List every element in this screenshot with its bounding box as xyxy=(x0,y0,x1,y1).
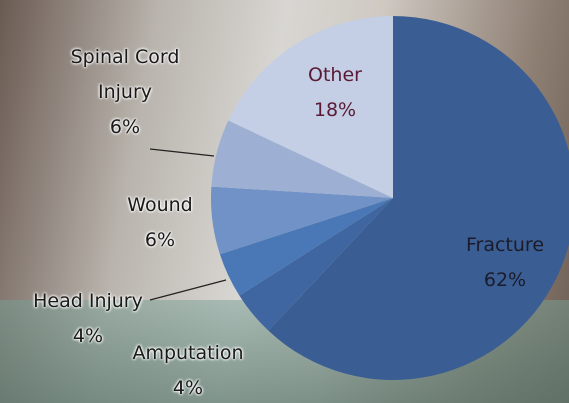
category-label: Amputation xyxy=(132,336,243,371)
category-label: Spinal Cord Injury xyxy=(69,40,181,110)
chart: Fracture62%Amputation4%Head Injury4%Woun… xyxy=(0,0,569,403)
value-label: 62% xyxy=(466,263,544,298)
category-label: Other xyxy=(308,58,362,93)
category-label: Wound xyxy=(127,188,192,223)
value-label: 4% xyxy=(33,319,143,354)
category-label: Head Injury xyxy=(33,284,143,319)
value-label: 6% xyxy=(127,223,192,258)
value-label: 4% xyxy=(132,371,243,403)
leader-line xyxy=(150,149,214,156)
slices xyxy=(211,16,569,380)
category-label: Fracture xyxy=(466,228,544,263)
leader-line xyxy=(150,280,226,300)
value-label: 6% xyxy=(69,110,181,145)
value-label: 18% xyxy=(308,93,362,128)
